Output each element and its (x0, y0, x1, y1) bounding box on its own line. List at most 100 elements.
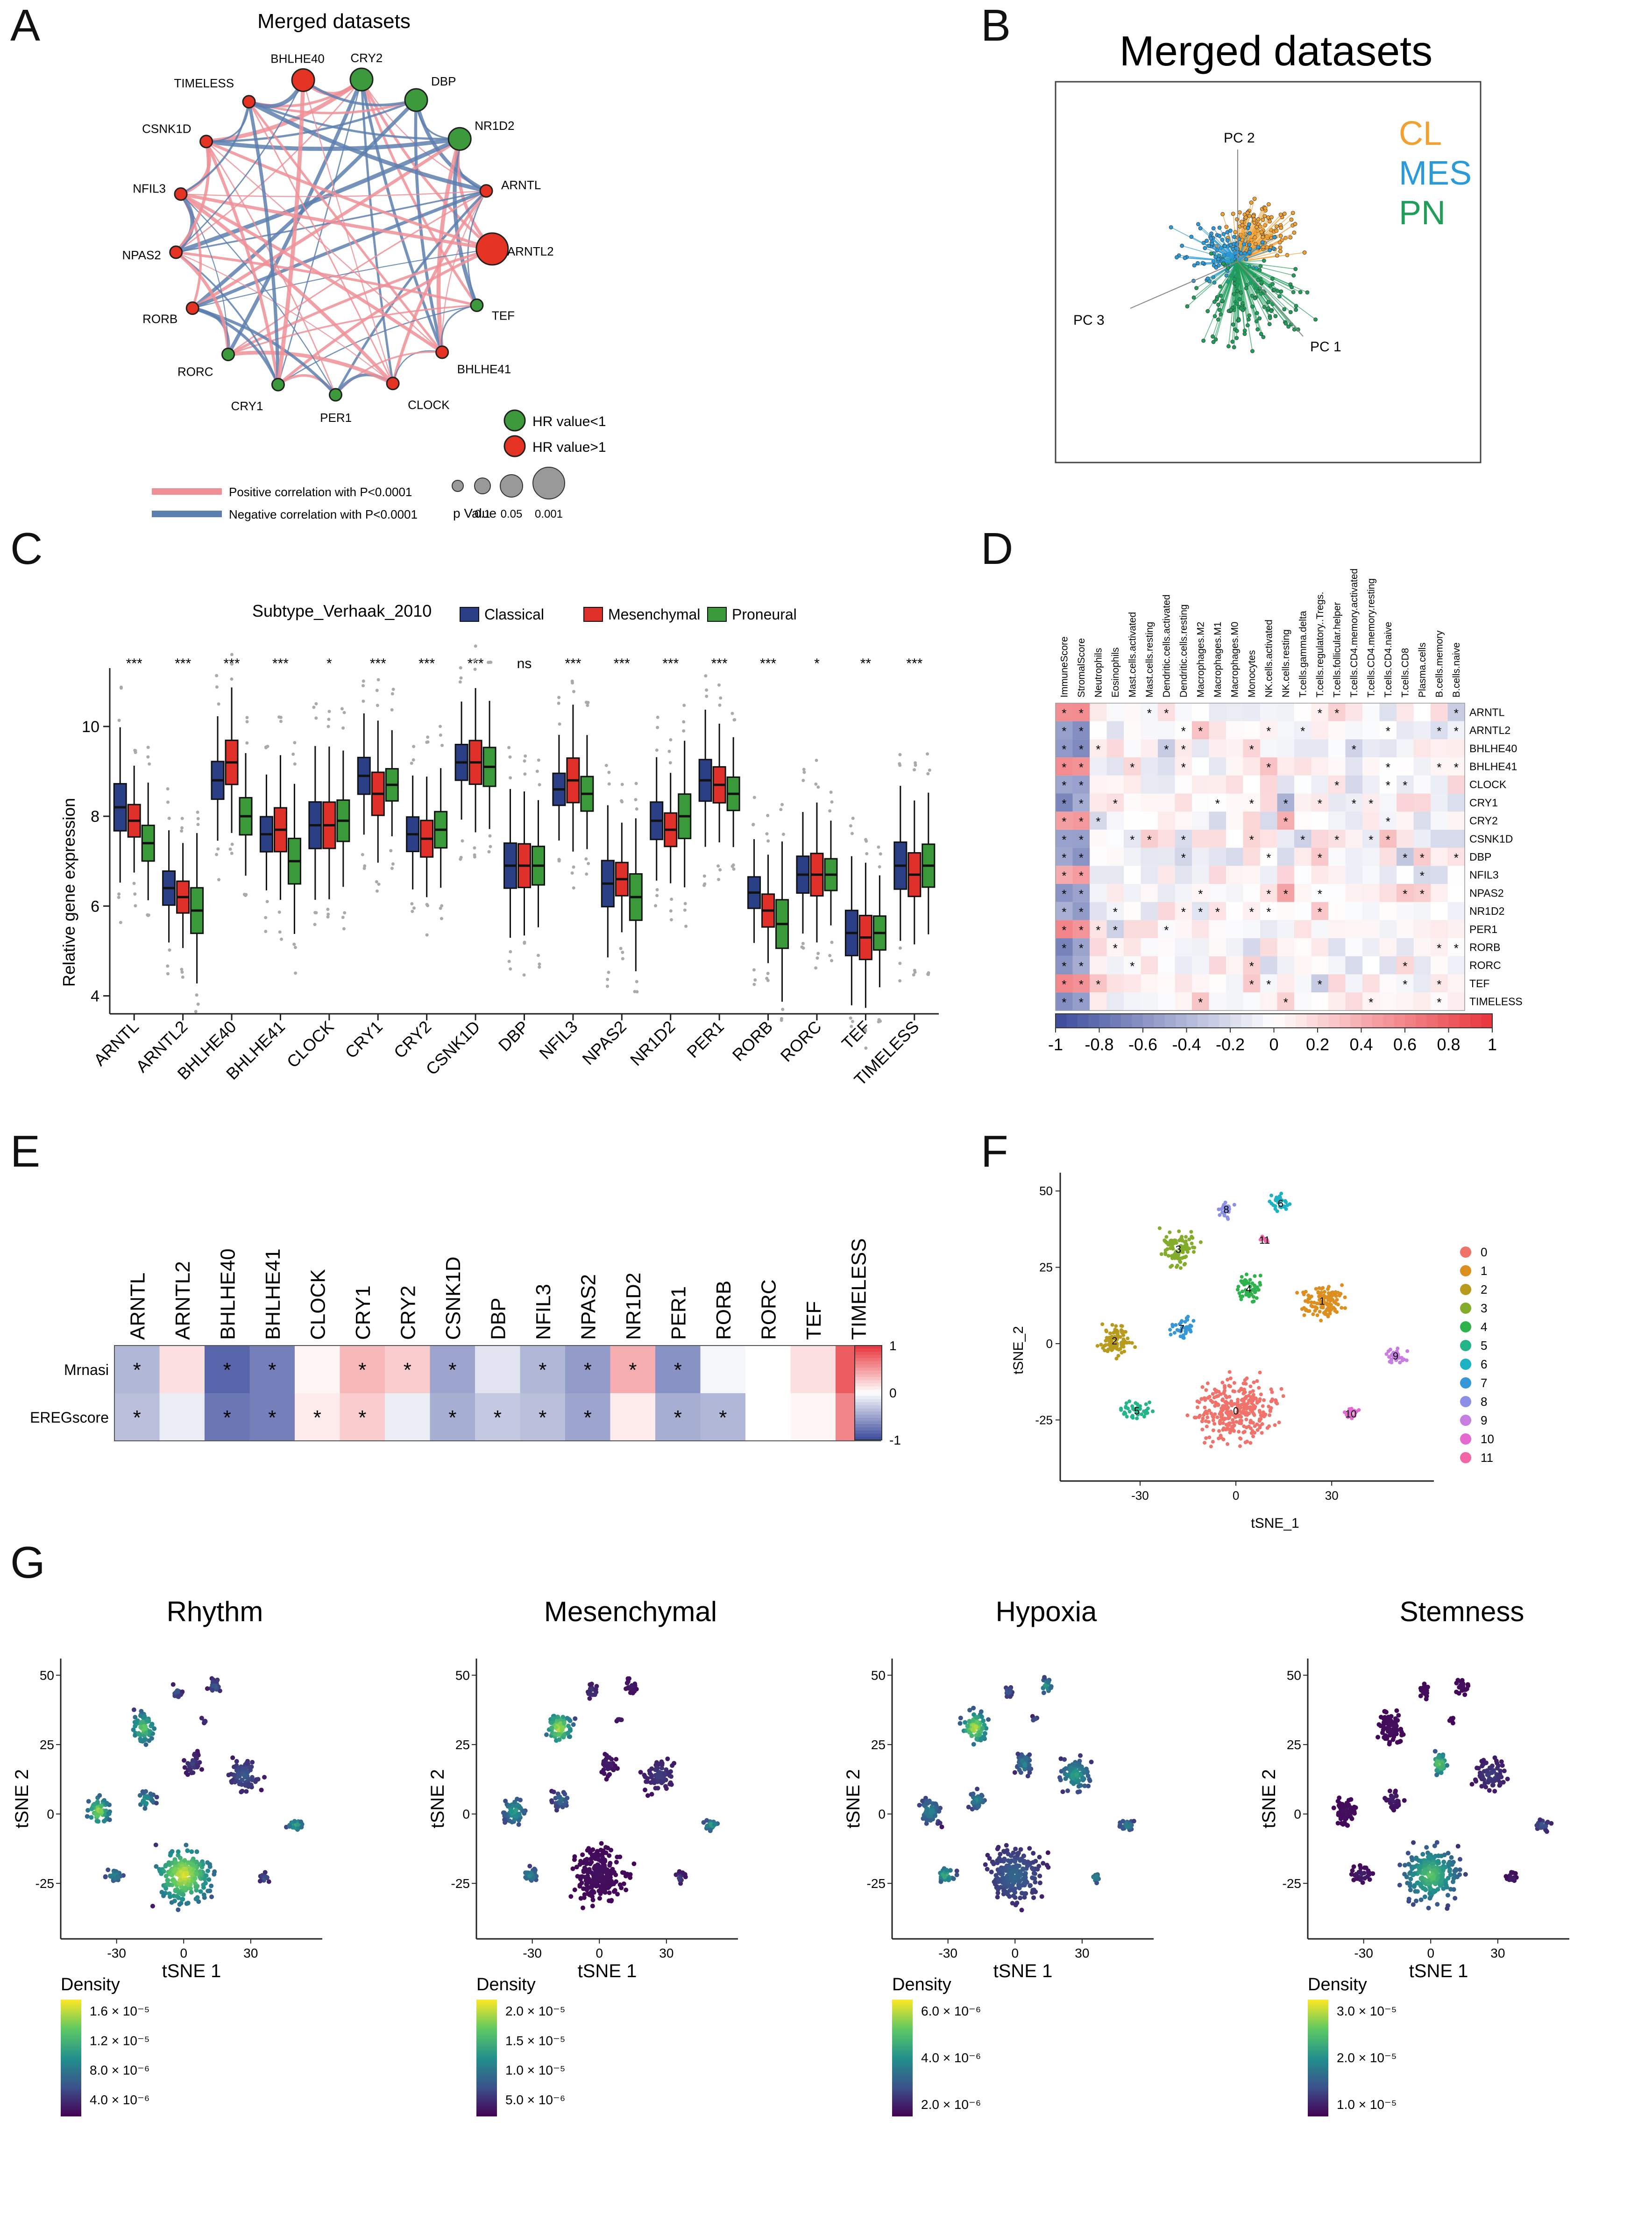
pca-sample-point (1200, 261, 1205, 265)
heatmap-cell (1431, 902, 1448, 920)
boxplot-outlier (851, 1019, 854, 1023)
boxplot-x-tick-label: CRY1 (341, 1017, 386, 1062)
tsne-point-cluster-6 (1278, 1196, 1282, 1200)
panel-letter-f: F (981, 1126, 1008, 1176)
score-heatmap-cell (655, 1346, 701, 1393)
heatmap-scale-label: 0 (1269, 1035, 1278, 1054)
density-point (1037, 1880, 1042, 1886)
heatmap-cell (1056, 812, 1073, 830)
boxplot-outlier (314, 702, 318, 705)
tsne-point-cluster-0 (1224, 1394, 1228, 1398)
boxplot-outlier (667, 749, 671, 753)
network-node-arntl (479, 184, 493, 198)
heatmap-star: * (1062, 905, 1066, 919)
heatmap-scale-segment (1416, 1014, 1427, 1028)
heatmap-cell (1090, 812, 1107, 830)
heatmap-cell (1397, 757, 1414, 776)
boxplot-outlier (230, 842, 234, 846)
boxplot-outlier (341, 726, 345, 730)
density-point (516, 1818, 521, 1823)
density-point (561, 1720, 567, 1725)
tsne-point-cluster-2 (1114, 1324, 1118, 1328)
heatmap-cell (1397, 793, 1414, 812)
network-edge (206, 101, 250, 142)
tsne-point-cluster-2 (1105, 1329, 1109, 1333)
density-point (205, 1686, 210, 1691)
tsne-point-cluster-0 (1251, 1434, 1255, 1439)
network-node-label: CLOCK (408, 398, 450, 412)
density-point (580, 1874, 585, 1879)
density-point (603, 1859, 608, 1864)
heatmap-cell (1362, 884, 1380, 902)
tsne-point-cluster-0 (1207, 1395, 1212, 1399)
density-point (196, 1899, 201, 1904)
tsne-point-cluster-0 (1254, 1396, 1258, 1401)
density-point (207, 1862, 213, 1867)
heatmap-cell (1158, 775, 1175, 794)
heatmap-scale-segment (1110, 1014, 1122, 1028)
pca-sample-point (1180, 243, 1184, 248)
score-heatmap-column-label: CLOCK (306, 1269, 329, 1340)
heatmap-cell (1072, 884, 1090, 902)
pca-sample-arrow (1237, 261, 1291, 313)
density-x-tick-label: 30 (243, 1946, 258, 1960)
tsne-legend-label: 6 (1481, 1357, 1487, 1371)
heatmap-star: * (1334, 833, 1339, 847)
boxplot-significance: *** (272, 656, 289, 671)
density-point (137, 1732, 142, 1737)
tsne-point-cluster-2 (1107, 1337, 1111, 1341)
density-point (599, 1769, 604, 1774)
heatmap-column-label: T.cells.CD4.memory.activated (1349, 569, 1360, 698)
heatmap-cell (1072, 847, 1090, 866)
density-point (592, 1692, 597, 1697)
score-heatmap-star: * (358, 1359, 366, 1382)
heatmap-star: * (1420, 887, 1425, 901)
heatmap-star: * (1062, 760, 1066, 774)
density-title-1: Mesenchymal (544, 1596, 717, 1627)
score-heatmap-cell (159, 1393, 205, 1441)
heatmap-star: * (1079, 977, 1084, 991)
tsne-point-cluster-11 (1263, 1238, 1268, 1242)
heatmap-cell (1379, 956, 1397, 975)
density-point (669, 1782, 674, 1787)
boxplot-outlier (620, 783, 624, 786)
density-point (513, 1808, 518, 1813)
density-point (148, 1729, 153, 1734)
heatmap-column-label: Macrophages.M0 (1229, 622, 1240, 698)
heatmap-scale-label: -0.2 (1216, 1035, 1245, 1054)
heatmap-column-label: Monocytes (1247, 650, 1257, 698)
heatmap-cell (1362, 992, 1380, 1011)
heatmap-cell (1243, 721, 1260, 740)
tsne-point-cluster-6 (1282, 1204, 1286, 1208)
density-point (603, 1850, 609, 1855)
tsne-point-cluster-6 (1278, 1204, 1282, 1209)
tsne-point-cluster-0 (1206, 1420, 1211, 1424)
tsne-point-cluster-3 (1166, 1253, 1170, 1258)
heatmap-cell (1141, 866, 1158, 884)
heatmap-cell (1379, 721, 1397, 740)
tsne-legend-marker (1460, 1265, 1471, 1276)
density-point (649, 1766, 654, 1771)
heatmap-cell (1106, 884, 1124, 902)
tsne-point-cluster-0 (1244, 1396, 1248, 1400)
density-point (977, 1732, 982, 1738)
boxplot-outlier (343, 911, 347, 915)
boxplot-x-tick-label: NPAS2 (578, 1017, 630, 1069)
heatmap-cell (1192, 721, 1209, 740)
heatmap-scale-segment (1143, 1014, 1155, 1028)
heatmap-star: * (1062, 851, 1066, 865)
network-edge (175, 251, 230, 355)
heatmap-cell (1243, 974, 1260, 993)
tsne-point-cluster-0 (1212, 1422, 1217, 1426)
heatmap-cell (1345, 775, 1362, 794)
pca-sample-point (1266, 202, 1271, 207)
density-point (976, 1803, 981, 1808)
heatmap-cell (1311, 775, 1328, 794)
density-point (1004, 1694, 1009, 1699)
heatmap-cell (1226, 992, 1243, 1011)
pca-sample-point (1288, 235, 1293, 240)
density-point (1008, 1874, 1014, 1880)
boxplot-outlier (718, 868, 722, 872)
boxplot-outlier (606, 977, 610, 981)
boxplot-outlier (291, 752, 295, 756)
